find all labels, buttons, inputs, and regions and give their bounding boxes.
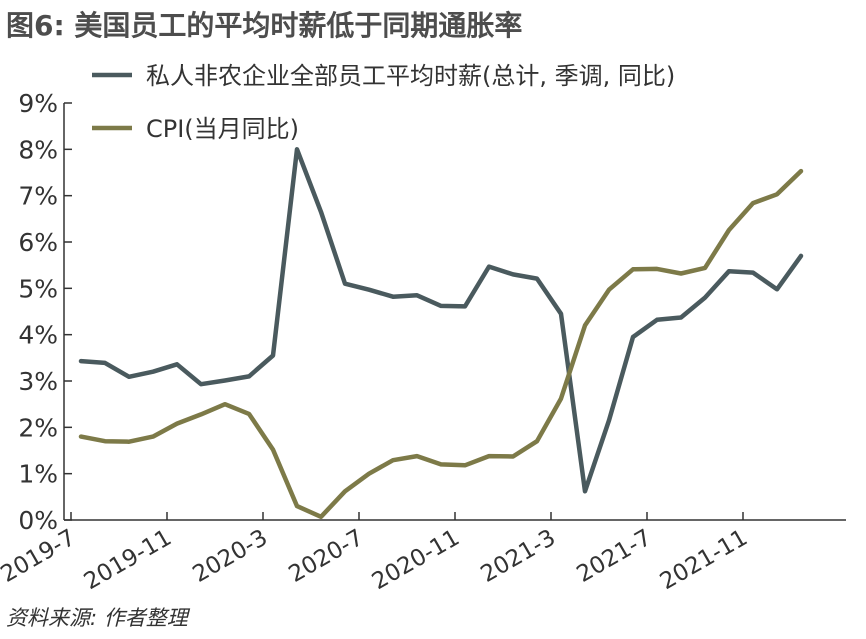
y-tick-label: 8% [18,135,58,164]
series-line-1 [78,147,804,494]
y-tick-label: 6% [18,228,58,257]
y-tick-label: 2% [18,413,58,442]
x-tick-label: 2021-7 [572,525,656,588]
source-note: 资料来源: 作者整理 [6,606,188,630]
y-tick-label: 1% [18,460,58,489]
x-tick-label: 2021-3 [476,525,560,588]
x-tick-label: 2021-11 [656,525,752,596]
chart-title: 图6: 美国员工的平均时薪低于同期通胀率 [6,9,523,42]
legend: 私人非农企业全部员工平均时薪(总计, 季调, 同比) CPI(当月同比) [92,62,675,143]
y-tick-label: 0% [18,506,58,535]
y-tick-label: 7% [18,182,58,211]
series-line-2 [78,168,804,520]
y-tick-label: 9% [18,89,58,118]
series-layer [78,147,804,520]
x-axis: 2019-7 2019-11 2020-3 2020-7 2020-11 2021-3 20… [0,512,846,595]
y-axis: 0% 1% 2% 3% 4% 5% 6% 7% 8% 9% [18,89,72,535]
x-tick-label: 2019-11 [80,525,176,596]
legend-label-1: 私人非农企业全部员工平均时薪(总计, 季调, 同比) [146,62,675,90]
x-tick-label: 2020-11 [368,525,464,596]
legend-label-2: CPI(当月同比) [146,115,299,143]
x-tick-label: 2020-3 [188,525,272,588]
y-tick-label: 3% [18,367,58,396]
y-tick-label: 5% [18,274,58,303]
y-tick-label: 4% [18,321,58,350]
x-tick-label: 2020-7 [284,525,368,588]
